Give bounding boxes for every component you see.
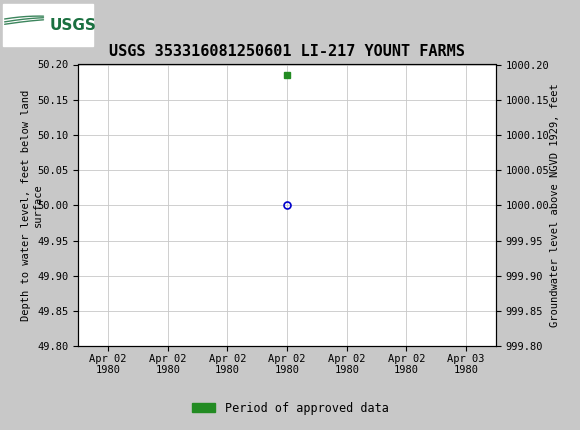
- Bar: [3, 4, 93, 46]
- Text: USGS: USGS: [49, 18, 96, 33]
- Y-axis label: Depth to water level, feet below land
surface: Depth to water level, feet below land su…: [21, 90, 42, 321]
- Y-axis label: Groundwater level above NGVD 1929, feet: Groundwater level above NGVD 1929, feet: [550, 83, 560, 327]
- Title: USGS 353316081250601 LI-217 YOUNT FARMS: USGS 353316081250601 LI-217 YOUNT FARMS: [109, 44, 465, 59]
- Legend: Period of approved data: Period of approved data: [187, 397, 393, 420]
